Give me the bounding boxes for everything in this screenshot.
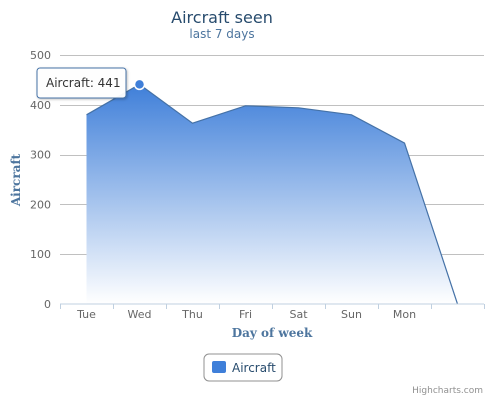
tooltip-box: [36, 67, 127, 99]
x-tick-label-sun: Sun: [341, 308, 362, 321]
y-axis-title: Aircraft: [9, 153, 23, 207]
x-axis-title: Day of week: [232, 326, 313, 340]
legend-box: [203, 353, 283, 382]
y-axis-ticks: 0 100 200 300 400 500: [30, 49, 51, 311]
y-tick-label: 500: [30, 49, 51, 62]
tooltip-label: Aircraft: 441: [46, 76, 121, 90]
series-area-aircraft: [86, 84, 458, 305]
series-line-aircraft: [86, 83, 459, 305]
x-tick-label-tue: Tue: [76, 308, 96, 321]
y-tick-label: 100: [30, 248, 51, 261]
legend-item-aircraft[interactable]: Aircraft: [232, 361, 276, 375]
data-point-marker-wed[interactable]: [133, 78, 146, 91]
credits-link[interactable]: Highcharts.com: [412, 386, 483, 396]
x-axis-ticks: Tue Wed Thu Fri Sat Sun Mon: [60, 304, 485, 321]
y-tick-label: 200: [30, 198, 51, 211]
legend[interactable]: Aircraft: [203, 353, 283, 382]
tooltip: Aircraft: 441: [36, 67, 127, 99]
x-tick-label-wed: Wed: [128, 308, 152, 321]
chart-subtitle: last 7 days: [189, 27, 254, 41]
x-tick-label-sat: Sat: [289, 308, 308, 321]
x-tick-label-fri: Fri: [239, 308, 252, 321]
legend-swatch-aircraft[interactable]: [212, 361, 226, 373]
y-tick-label: 0: [44, 298, 51, 311]
chart-title: Aircraft seen: [171, 8, 273, 27]
y-tick-label: 300: [30, 149, 51, 162]
x-tick-label-mon: Mon: [393, 308, 416, 321]
x-tick-label-thu: Thu: [181, 308, 203, 321]
y-tick-label: 400: [30, 99, 51, 112]
